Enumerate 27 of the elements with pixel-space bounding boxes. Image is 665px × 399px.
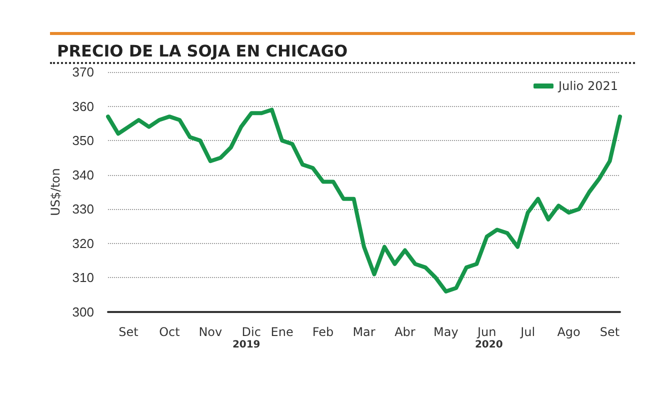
x-tick-label: Oct — [159, 325, 180, 339]
y-tick-label: 300 — [72, 304, 94, 320]
x-tick-label: Mar — [352, 325, 376, 339]
y-tick-label: 320 — [72, 236, 94, 251]
x-tick-label: May — [434, 325, 458, 339]
legend-label: Julio 2021 — [557, 79, 618, 93]
y-tick-label: 340 — [72, 167, 94, 182]
x-tick-label: Jun — [476, 325, 496, 339]
chart-title: PRECIO DE LA SOJA EN CHICAGO — [57, 42, 348, 60]
line-series — [106, 108, 622, 294]
x-tick-label: Jul — [520, 325, 536, 339]
y-tick-label: 350 — [72, 133, 94, 148]
x-tick-label: Abr — [394, 325, 416, 339]
x-tick-label: Ago — [557, 325, 580, 339]
text: 2019 — [232, 340, 260, 350]
x-tick-label: Ene — [270, 325, 294, 339]
x-tick-label: Set — [118, 325, 139, 339]
y-axis-title: US$/ton — [48, 168, 62, 216]
text: 2020 — [474, 340, 503, 350]
y-tick-label: 330 — [72, 202, 94, 217]
x-tick-label: Dic — [242, 325, 261, 339]
x-tick-label: Set — [600, 325, 620, 339]
y-tick-label: 370 — [72, 64, 94, 80]
y-tick-label: 310 — [72, 270, 94, 286]
y-tick-label: 360 — [72, 98, 94, 114]
x-tick-label: Nov — [198, 325, 222, 339]
x-tick-label: Feb — [312, 325, 334, 339]
